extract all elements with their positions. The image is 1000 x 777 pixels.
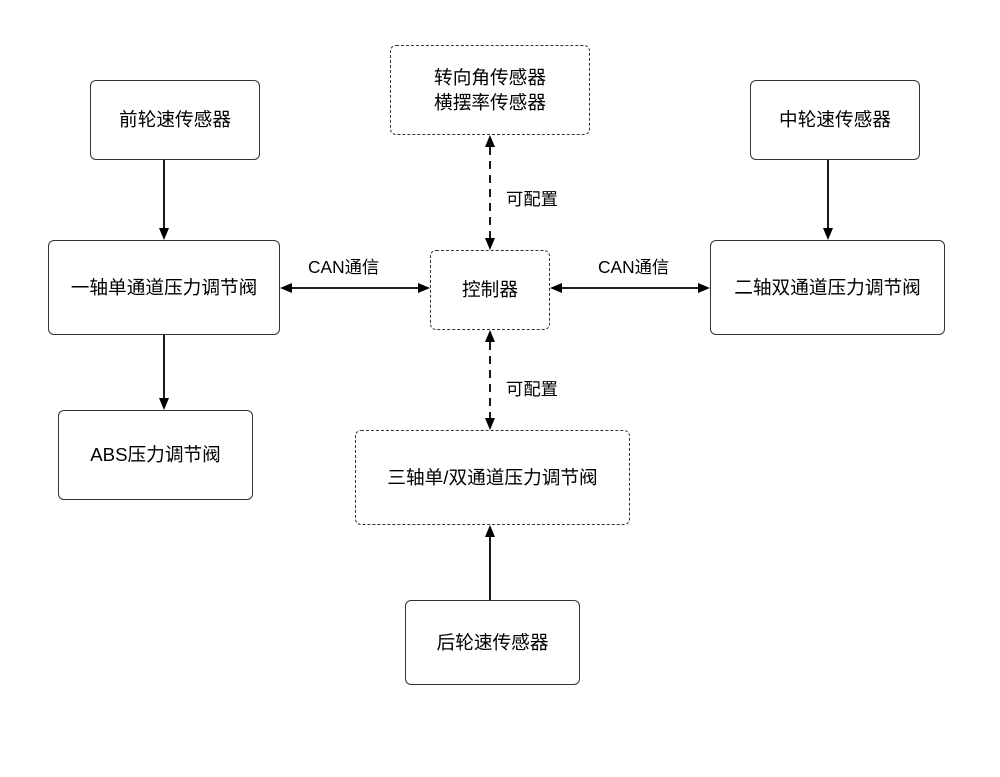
edge-rear-sensor-to-valve-axis3: [485, 525, 495, 600]
node-label: 控制器: [462, 277, 518, 302]
edge-valve-axis1-to-controller: [280, 283, 430, 293]
edge-valve-axis1-to-abs-valve: [159, 335, 169, 410]
node-label: 一轴单通道压力调节阀: [71, 275, 258, 300]
edge-label-cfg-bottom: 可配置: [506, 375, 558, 400]
node-steer-sensor: 转向角传感器 横摆率传感器: [390, 45, 590, 135]
node-label: 二轴双通道压力调节阀: [734, 275, 921, 300]
node-valve-axis2: 二轴双通道压力调节阀: [710, 240, 945, 335]
node-label: 前轮速传感器: [119, 107, 231, 132]
node-label: 转向角传感器 横摆率传感器: [434, 65, 546, 115]
edge-steer-sensor-to-controller: [485, 135, 495, 250]
edge-controller-to-valve-axis2: [550, 283, 710, 293]
node-abs-valve: ABS压力调节阀: [58, 410, 253, 500]
node-label: 三轴单/双通道压力调节阀: [387, 465, 597, 490]
node-front-sensor: 前轮速传感器: [90, 80, 260, 160]
edge-controller-to-valve-axis3: [485, 330, 495, 430]
edge-label-can-left: CAN通信: [308, 253, 379, 278]
node-label: 中轮速传感器: [779, 107, 891, 132]
edge-label-cfg-top: 可配置: [506, 185, 558, 210]
node-valve-axis1: 一轴单通道压力调节阀: [48, 240, 280, 335]
node-controller: 控制器: [430, 250, 550, 330]
diagram-canvas: 前轮速传感器 中轮速传感器 转向角传感器 横摆率传感器一轴单通道压力调节阀 控制器 二轴…: [0, 0, 1000, 777]
edge-mid-sensor-to-valve-axis2: [823, 160, 833, 240]
node-label: 后轮速传感器: [437, 630, 549, 655]
edge-label-can-right: CAN通信: [598, 253, 669, 278]
node-valve-axis3: 三轴单/双通道压力调节阀: [355, 430, 630, 525]
node-rear-sensor: 后轮速传感器: [405, 600, 580, 685]
node-label: ABS压力调节阀: [90, 442, 221, 467]
edge-front-sensor-to-valve-axis1: [159, 160, 169, 240]
node-mid-sensor: 中轮速传感器: [750, 80, 920, 160]
